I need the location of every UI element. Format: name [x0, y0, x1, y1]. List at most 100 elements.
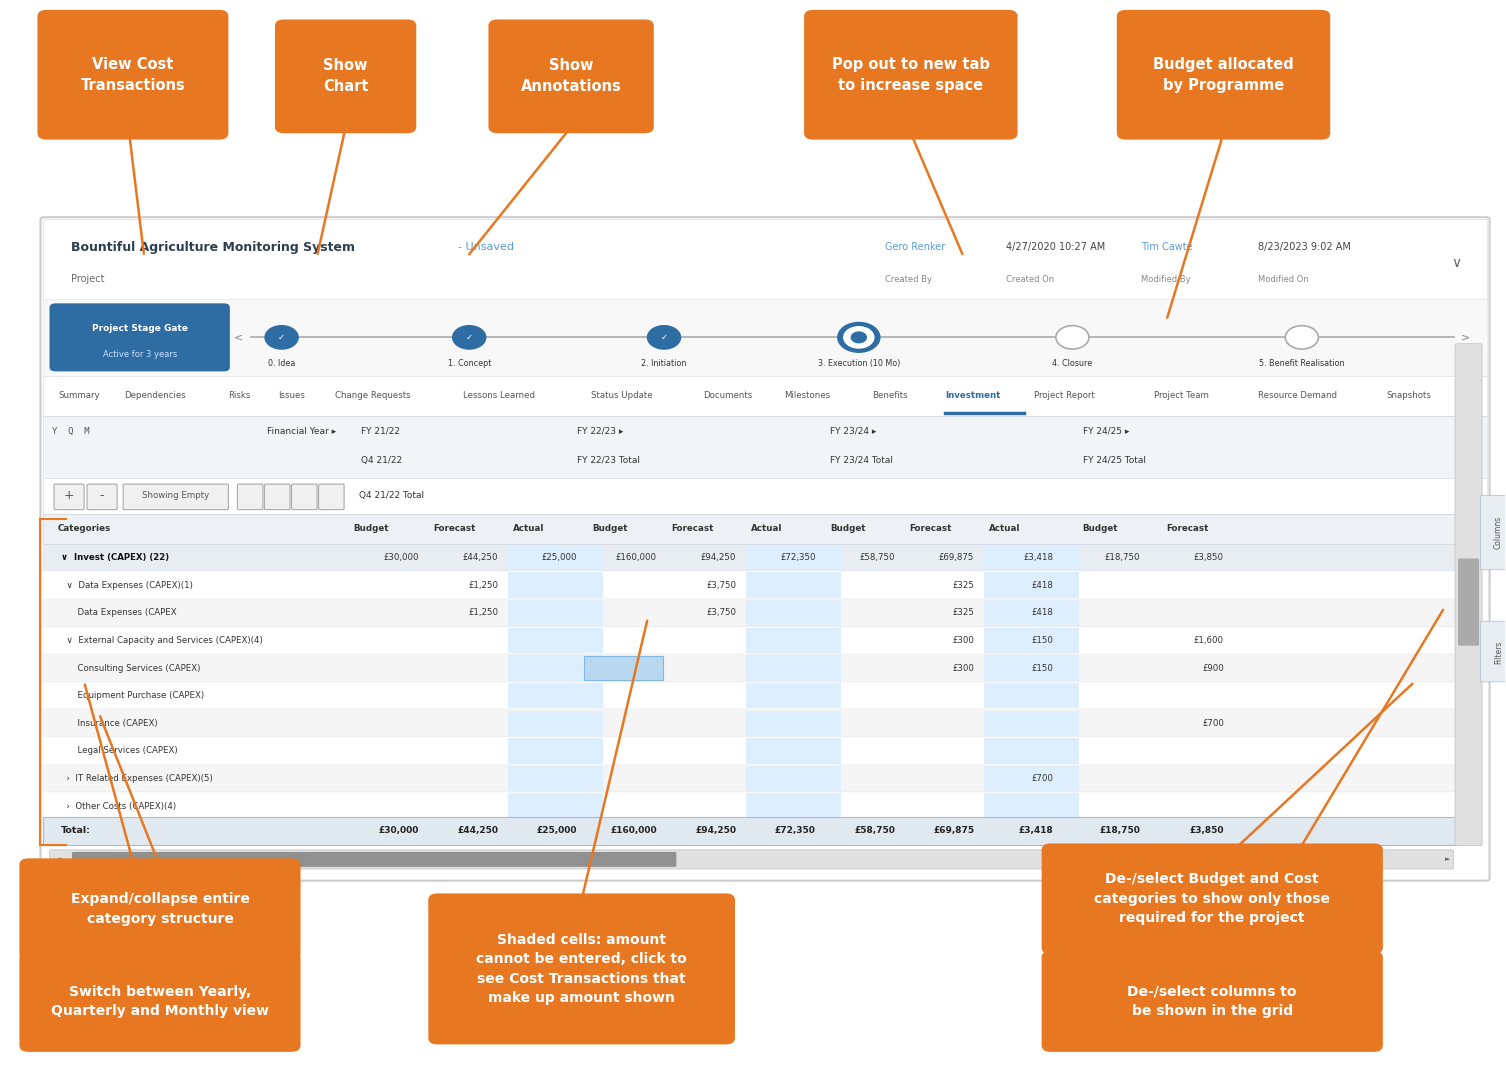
Circle shape: [1056, 326, 1089, 349]
Text: <: <: [235, 333, 244, 342]
FancyBboxPatch shape: [804, 10, 1018, 140]
Text: 5. Benefit Realisation: 5. Benefit Realisation: [1259, 358, 1345, 368]
FancyBboxPatch shape: [985, 793, 1080, 819]
FancyBboxPatch shape: [745, 683, 840, 709]
FancyBboxPatch shape: [44, 514, 1486, 544]
Text: Budget allocated
by Programme: Budget allocated by Programme: [1154, 56, 1294, 93]
FancyBboxPatch shape: [1458, 559, 1479, 646]
Text: Actual: Actual: [750, 524, 782, 533]
Text: £72,350: £72,350: [780, 553, 816, 562]
Text: FY 21/22: FY 21/22: [361, 427, 401, 436]
Text: £25,000: £25,000: [542, 553, 577, 562]
Text: De-/select Budget and Cost
categories to show only those
required for the projec: De-/select Budget and Cost categories to…: [1095, 872, 1330, 925]
Text: Budget: Budget: [1083, 524, 1117, 533]
FancyBboxPatch shape: [72, 852, 676, 867]
Circle shape: [648, 326, 681, 349]
FancyBboxPatch shape: [50, 850, 1453, 869]
Text: £325: £325: [952, 581, 974, 589]
Text: View Cost
Transactions: View Cost Transactions: [80, 56, 185, 93]
Text: Consulting Services (CAPEX): Consulting Services (CAPEX): [60, 663, 200, 673]
FancyBboxPatch shape: [44, 478, 1486, 514]
FancyBboxPatch shape: [50, 304, 230, 371]
Text: £30,000: £30,000: [378, 826, 419, 835]
Text: Status Update: Status Update: [590, 390, 652, 400]
Circle shape: [1285, 326, 1318, 349]
FancyBboxPatch shape: [1480, 621, 1506, 682]
FancyBboxPatch shape: [44, 817, 1459, 844]
Text: £94,250: £94,250: [700, 553, 736, 562]
Text: ∨: ∨: [1452, 256, 1461, 270]
FancyBboxPatch shape: [745, 628, 840, 653]
Text: £3,850: £3,850: [1194, 553, 1224, 562]
Text: £44,250: £44,250: [462, 553, 498, 562]
FancyBboxPatch shape: [44, 375, 1486, 416]
Text: 4. Closure: 4. Closure: [1053, 358, 1092, 368]
Text: £418: £418: [1032, 609, 1054, 617]
Text: Project Team: Project Team: [1154, 390, 1209, 400]
Text: ✓: ✓: [661, 333, 667, 342]
FancyBboxPatch shape: [985, 738, 1080, 763]
Text: Dependencies: Dependencies: [123, 390, 185, 400]
Text: £3,418: £3,418: [1024, 553, 1054, 562]
Text: £3,850: £3,850: [1190, 826, 1224, 835]
Text: £1,250: £1,250: [468, 581, 498, 589]
Text: Gero Renker: Gero Renker: [886, 242, 946, 253]
FancyBboxPatch shape: [985, 545, 1080, 570]
Text: ►: ►: [1444, 856, 1450, 862]
FancyBboxPatch shape: [44, 220, 1486, 300]
Text: £418: £418: [1032, 581, 1054, 589]
Text: £94,250: £94,250: [696, 826, 736, 835]
FancyBboxPatch shape: [985, 683, 1080, 709]
Text: Modified By: Modified By: [1142, 275, 1190, 284]
Text: Pop out to new tab
to increase space: Pop out to new tab to increase space: [831, 56, 989, 93]
Text: Milestones: Milestones: [783, 390, 830, 400]
Text: Forecast: Forecast: [910, 524, 952, 533]
FancyBboxPatch shape: [44, 544, 1459, 571]
Text: Investment: Investment: [946, 390, 1001, 400]
Text: Actual: Actual: [512, 524, 544, 533]
Text: Legal Services (CAPEX): Legal Services (CAPEX): [60, 746, 178, 756]
Text: 1. Concept: 1. Concept: [447, 358, 491, 368]
FancyBboxPatch shape: [44, 655, 1459, 682]
Text: 2. Initiation: 2. Initiation: [642, 358, 687, 368]
Text: >: >: [1461, 333, 1470, 342]
Text: Forecast: Forecast: [1166, 524, 1209, 533]
FancyBboxPatch shape: [584, 657, 663, 680]
Text: - Unsaved: - Unsaved: [458, 242, 515, 253]
FancyBboxPatch shape: [276, 19, 416, 133]
Text: Modified On: Modified On: [1258, 275, 1309, 284]
Text: Show
Chart: Show Chart: [322, 59, 369, 95]
Text: Project Stage Gate: Project Stage Gate: [92, 324, 188, 333]
Text: Project: Project: [71, 274, 104, 285]
Text: 4/27/2020 10:27 AM: 4/27/2020 10:27 AM: [1006, 242, 1105, 253]
Text: 3. Execution (10 Mo): 3. Execution (10 Mo): [818, 358, 901, 368]
FancyBboxPatch shape: [20, 858, 301, 959]
Text: Financial Year ▸: Financial Year ▸: [267, 427, 336, 436]
FancyBboxPatch shape: [41, 217, 1489, 881]
Text: Issues: Issues: [277, 390, 304, 400]
Text: £18,750: £18,750: [1105, 553, 1140, 562]
Text: £58,750: £58,750: [860, 553, 895, 562]
FancyBboxPatch shape: [1042, 951, 1383, 1052]
Text: FY 24/25 Total: FY 24/25 Total: [1083, 456, 1146, 465]
Text: Documents: Documents: [703, 390, 751, 400]
Text: Resource Demand: Resource Demand: [1259, 390, 1337, 400]
Text: Y  Q  M: Y Q M: [53, 427, 90, 436]
Text: £69,875: £69,875: [938, 553, 974, 562]
Text: Forecast: Forecast: [672, 524, 714, 533]
Text: Q4 21/22 Total: Q4 21/22 Total: [358, 491, 425, 500]
Text: £900: £900: [1202, 663, 1224, 673]
FancyBboxPatch shape: [745, 656, 840, 681]
FancyBboxPatch shape: [44, 792, 1459, 820]
Circle shape: [265, 326, 298, 349]
Text: £1,600: £1,600: [1194, 636, 1224, 645]
FancyBboxPatch shape: [745, 600, 840, 626]
Text: £18,750: £18,750: [1099, 826, 1140, 835]
FancyBboxPatch shape: [1042, 843, 1383, 954]
Text: £160,000: £160,000: [616, 553, 657, 562]
Text: £3,750: £3,750: [706, 609, 736, 617]
Text: Actual: Actual: [989, 524, 1020, 533]
FancyBboxPatch shape: [508, 738, 602, 763]
FancyBboxPatch shape: [54, 484, 84, 510]
Text: £72,350: £72,350: [774, 826, 816, 835]
